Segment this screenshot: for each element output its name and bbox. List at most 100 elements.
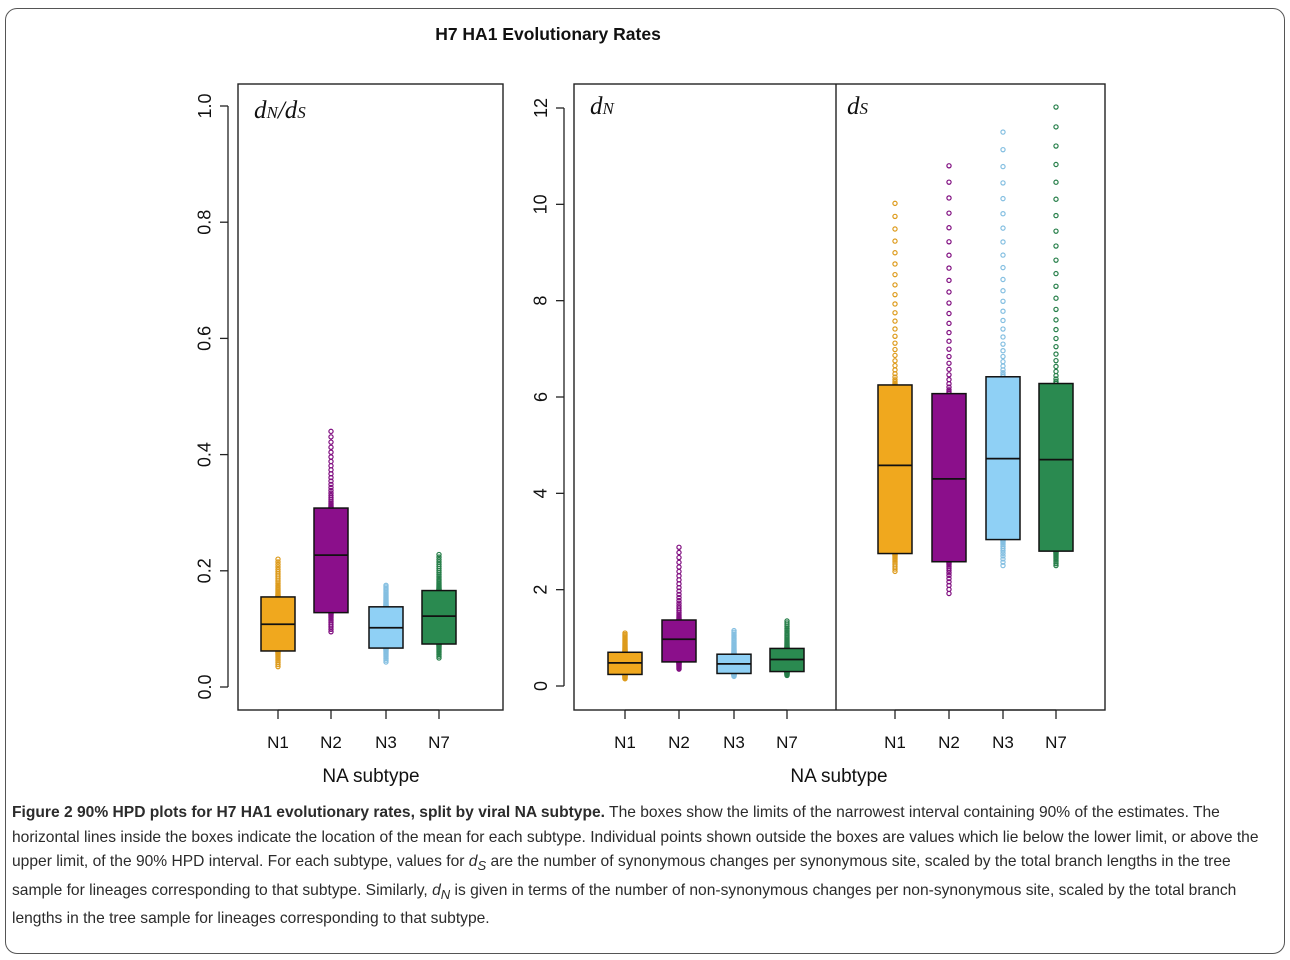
dn-outlier-point: [676, 666, 682, 672]
dn-y-tick-label: 8: [531, 296, 551, 306]
ratio-y-tick-label: 1.0: [195, 93, 215, 118]
ds-outlier-point: [946, 366, 952, 373]
ratio-outlier-point: [328, 444, 334, 450]
ds-outlier-point: [892, 318, 898, 324]
ratio-outlier-point: [328, 626, 334, 632]
ratio-outlier-point: [436, 554, 442, 560]
dn-y-tick-label: 10: [531, 194, 551, 214]
ratio-outlier-point: [436, 556, 442, 563]
ratio-x-tick-label: N7: [428, 733, 450, 752]
dn-outlier-point: [676, 594, 682, 601]
ratio-x-tick-label: N1: [267, 733, 289, 752]
ds-outlier-point: [1053, 560, 1059, 567]
ratio-outlier-point: [328, 484, 334, 491]
ds-outlier-point: [1000, 308, 1006, 314]
ds-outlier-point: [892, 377, 898, 383]
ratio-outlier-point: [436, 573, 442, 579]
dn-panel-label: dN: [590, 93, 616, 120]
ratio-outlier-point: [328, 624, 334, 630]
dn-hpd-box: [661, 619, 697, 663]
ds-outlier-point: [1000, 556, 1006, 562]
ds-outlier-point: [946, 575, 952, 582]
caption-ds-symbol: dS: [468, 853, 487, 874]
ds-outlier-point: [1053, 363, 1059, 370]
dn-x-tick-label: N7: [776, 733, 798, 752]
ds-outlier-point: [946, 225, 952, 231]
dn-outlier-point: [731, 627, 737, 634]
ds-outlier-point: [946, 329, 952, 336]
ds-x-tick-label: N7: [1045, 733, 1067, 752]
ds-outlier-point: [1000, 358, 1006, 365]
ratio-outlier-point: [328, 490, 334, 496]
ds-outlier-point: [1000, 341, 1006, 347]
ds-outlier-point: [1053, 124, 1059, 130]
ds-outlier-point: [1000, 550, 1006, 556]
ds-outlier-point: [946, 239, 952, 245]
ratio-outlier-point: [275, 663, 281, 670]
ratio-panel-label: dN/dS: [254, 97, 306, 124]
rates-xaxis-title: NA subtype: [790, 766, 887, 787]
ds-outlier-point: [892, 346, 898, 353]
dn-y-tick-label: 0: [531, 681, 551, 691]
ds-outlier-point: [892, 271, 898, 278]
rates-panel-frame: [573, 83, 1106, 711]
ratio-outlier-point: [328, 439, 334, 445]
dn-y-tick-label: 4: [531, 488, 551, 498]
dn-outlier-point: [676, 549, 682, 556]
ds-outlier-point: [1000, 348, 1006, 354]
ds-outlier-point: [946, 338, 952, 344]
ratio-outlier-point: [328, 428, 334, 435]
ratio-hpd-box: [421, 589, 457, 645]
ds-outlier-point: [1000, 225, 1006, 231]
ds-outlier-point: [892, 226, 898, 232]
ds-hpd-box: [877, 384, 913, 555]
ratio-outlier-point: [436, 559, 442, 565]
dn-outlier-point: [622, 630, 628, 636]
ds-outlier-point: [1053, 196, 1059, 202]
ratio-outlier-point: [383, 657, 389, 663]
ds-outlier-point: [1053, 335, 1059, 342]
figure-caption: Figure 2 90% HPD plots for H7 HA1 evolut…: [12, 801, 1274, 932]
ds-outlier-point: [1053, 257, 1059, 263]
ds-outlier-point: [1000, 210, 1006, 217]
ds-panel-label: dS: [847, 93, 869, 120]
ds-outlier-point: [946, 265, 952, 271]
dn-outlier-point: [676, 591, 682, 598]
ds-outlier-point: [1000, 548, 1006, 554]
ds-outlier-point: [1000, 370, 1006, 376]
ds-outlier-point: [946, 384, 952, 390]
ds-outlier-point: [1000, 252, 1006, 258]
ds-outlier-point: [1000, 317, 1006, 324]
ratio-y-tick-label: 0.0: [195, 674, 215, 699]
ds-outlier-point: [1000, 553, 1006, 559]
ds-outlier-point: [946, 310, 952, 317]
figure-chart: H7 HA1 Evolutionary Rates dN/dS dN dS NA…: [195, 24, 1106, 787]
ratio-outlier-point: [436, 655, 442, 661]
ds-outlier-point: [946, 387, 952, 393]
ds-outlier-point: [892, 566, 898, 572]
ds-outlier-point: [1000, 264, 1006, 271]
ds-outlier-point: [892, 358, 898, 364]
ds-outlier-point: [1000, 276, 1006, 283]
dn-y-tick-label: 2: [531, 585, 551, 595]
ds-outlier-point: [1000, 334, 1006, 340]
caption-title: Figure 2 90% HPD plots for H7 HA1 evolut…: [12, 804, 605, 821]
dn-y-tick-label: 6: [531, 392, 551, 402]
ratio-outlier-point: [275, 566, 281, 573]
ds-outlier-point: [946, 570, 952, 576]
dn-outlier-point: [676, 588, 682, 594]
ds-outlier-point: [946, 289, 952, 295]
ds-outlier-point: [946, 277, 952, 284]
ds-outlier-point: [946, 179, 952, 185]
ds-outlier-point: [946, 572, 952, 579]
ratio-outlier-point: [275, 561, 281, 568]
ds-outlier-point: [1053, 317, 1059, 323]
ratio-y-tick-label: 0.4: [195, 442, 215, 467]
dn-outlier-point: [731, 673, 737, 680]
dn-outlier-point: [784, 620, 790, 626]
ds-outlier-point: [892, 200, 898, 207]
ds-outlier-point: [892, 282, 898, 288]
ds-outlier-point: [892, 238, 898, 244]
ds-outlier-point: [1053, 357, 1059, 364]
ratio-outlier-point: [328, 629, 334, 635]
